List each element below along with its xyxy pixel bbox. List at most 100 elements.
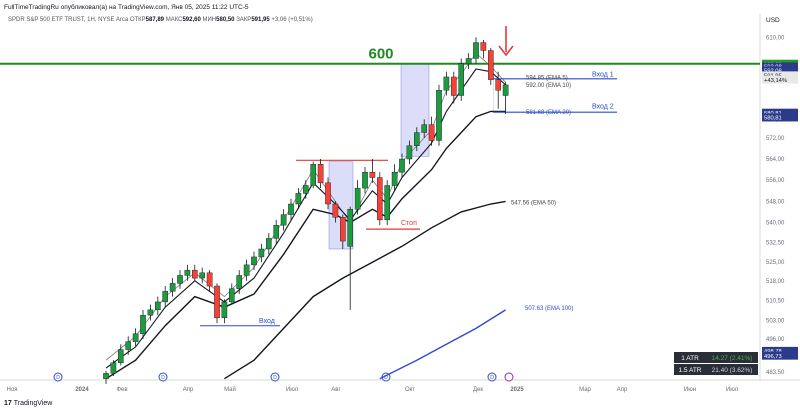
candle-body: [362, 172, 368, 189]
atr-value: 21.40 (3.62%): [712, 367, 753, 374]
ema-value-label: 507.63 (EMA 100): [525, 306, 573, 312]
candle-body: [369, 172, 376, 178]
y-tick-label: 518,00: [766, 279, 785, 285]
x-tick-label: Дек: [473, 387, 483, 393]
open-label: ОТКР: [129, 17, 146, 23]
x-tick-label: Май: [224, 386, 236, 393]
atr-label: 1 ATR: [681, 355, 699, 362]
candle-body: [147, 309, 154, 316]
candle-body: [288, 203, 294, 215]
y-tick-label: 496,00: [766, 337, 785, 343]
atr-value-cell: [706, 352, 758, 363]
atr-label-cell: [674, 364, 706, 375]
price-badge-label: +43,14%: [764, 78, 787, 84]
candle-body: [473, 42, 479, 59]
candle-body: [310, 164, 317, 186]
candle-body: [332, 203, 339, 218]
ema-line: [105, 110, 506, 380]
open-value: 587,89: [145, 17, 165, 23]
atr-label-cell: [674, 352, 706, 363]
candle-body: [406, 145, 413, 160]
candle-body: [465, 58, 472, 64]
symbol-ohlc-line: SPDR S&P 500 ETF TRUST, 1Н, NYSE Arca ОТ…: [8, 17, 313, 23]
candle-body: [266, 238, 272, 250]
candle-body: [295, 193, 302, 205]
dividend-marker-icon: [270, 372, 280, 382]
candle-body: [354, 187, 361, 210]
candle-body: [214, 285, 220, 319]
price-badge-label: 580,81: [764, 116, 782, 122]
candle-body: [458, 63, 465, 96]
y-tick-label: 610,00: [766, 35, 785, 41]
published-line: FullTimeTradingRu опубликовал(а) на Trad…: [4, 4, 249, 11]
y-tick-label: 564,00: [766, 157, 785, 163]
x-tick-label: Ноя: [7, 387, 18, 393]
annotation-label: Вход: [259, 318, 275, 325]
price-badge: [762, 75, 798, 84]
level-label-600: 600: [368, 46, 393, 63]
candle-body: [221, 301, 228, 319]
dividend-marker-icon: [53, 372, 63, 382]
atr-label: 1.5 ATR: [678, 367, 701, 374]
y-tick-label: 548,00: [766, 199, 785, 205]
low-value: 580,50: [216, 17, 235, 23]
x-tick-label: Окт: [405, 387, 415, 393]
dividend-marker-letter: D: [56, 375, 60, 381]
candle-body: [154, 301, 161, 311]
x-tick-label: Июл: [726, 387, 739, 393]
candle-body: [414, 132, 420, 146]
annotation-label: Вход 2: [592, 104, 614, 111]
zone-rect: [493, 63, 494, 113]
close-value: 591,95: [251, 17, 270, 23]
zone-rect: [400, 63, 430, 157]
ema-value-label: 592.00 (EMA 10): [526, 83, 571, 89]
candle-body: [428, 124, 435, 141]
y-tick-label: 556,00: [766, 178, 785, 184]
x-tick-label: Фев: [116, 387, 127, 393]
ema-value-label: 581.68 (EMA 20): [526, 110, 571, 116]
candle-body: [317, 164, 324, 184]
annotation-label: Вход 1: [592, 71, 614, 78]
candle-body: [480, 42, 487, 51]
candle-body: [258, 248, 265, 258]
currency-label: USD: [766, 17, 780, 24]
y-tick-label: 572,00: [766, 136, 785, 142]
candle-body: [495, 79, 502, 91]
atr-value-cell: [706, 364, 758, 375]
candle-body: [140, 314, 146, 334]
dividend-marker-letter: D: [161, 375, 165, 381]
y-tick-label: 503,00: [766, 318, 785, 324]
candle-body: [451, 76, 457, 96]
dividend-marker-letter: D: [273, 375, 277, 381]
price-badge: [762, 66, 798, 75]
candle-body: [436, 89, 442, 141]
tradingview-mark-icon: 17: [4, 400, 12, 407]
close-label: ЗАКР: [236, 17, 252, 23]
x-tick-label: Апр: [617, 387, 628, 393]
x-tick-label: Мар: [579, 387, 591, 393]
candle-body: [117, 349, 124, 363]
low-label: МИН: [202, 17, 217, 23]
price-badge: [762, 346, 798, 355]
candle-body: [273, 224, 280, 239]
dividend-marker-icon: [158, 372, 168, 382]
high-label: МАКС: [165, 17, 183, 23]
candle-body: [177, 275, 183, 284]
down-arrow-head-icon: [498, 45, 514, 57]
candle-body: [421, 124, 428, 133]
candle-body: [199, 272, 206, 279]
candle-body: [110, 362, 117, 374]
price-badge: [762, 71, 798, 80]
x-tick-label: 2024: [75, 387, 89, 393]
candle-body: [206, 272, 213, 287]
ema-value-label: 594.85 (EMA 5): [526, 75, 568, 81]
tradingview-brand: TradingView: [13, 400, 53, 407]
y-tick-label: 525,00: [766, 260, 785, 266]
tradingview-logo: 17 TradingView: [4, 400, 52, 407]
ema-line: [105, 52, 506, 361]
candle-body: [347, 209, 354, 247]
candle-body: [325, 182, 331, 205]
y-tick-label: 540,00: [766, 221, 785, 227]
candle-body: [280, 214, 287, 226]
